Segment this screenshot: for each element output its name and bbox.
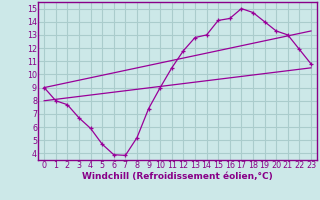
X-axis label: Windchill (Refroidissement éolien,°C): Windchill (Refroidissement éolien,°C)	[82, 172, 273, 181]
